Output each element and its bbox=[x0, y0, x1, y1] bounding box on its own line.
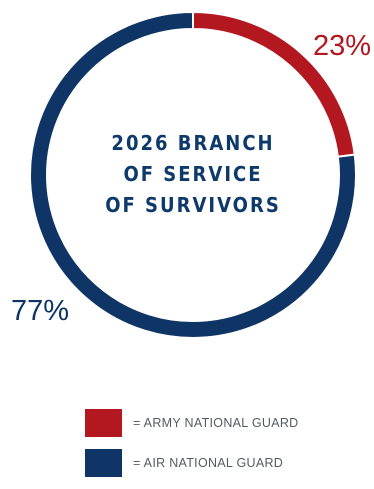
legend-swatch-air bbox=[85, 449, 122, 477]
army-percent-label: 23% bbox=[313, 30, 371, 62]
legend-swatch-army bbox=[85, 409, 122, 437]
title-line-2: OF SERVICE bbox=[123, 162, 263, 186]
legend-item-air: = AIR NATIONAL GUARD bbox=[85, 449, 298, 477]
chart-center-title: 2026 BRANCH OF SERVICE OF SURVIVORS bbox=[93, 128, 293, 221]
legend-label-air: = AIR NATIONAL GUARD bbox=[133, 456, 284, 470]
donut-chart: 23% 77% bbox=[11, 10, 371, 339]
donut-slice-air bbox=[29, 10, 357, 339]
title-line-1: 2026 BRANCH bbox=[111, 131, 275, 155]
legend-label-army: = ARMY NATIONAL GUARD bbox=[133, 416, 299, 430]
air-percent-label: 77% bbox=[11, 295, 69, 327]
donut-slices bbox=[29, 10, 357, 339]
legend-item-army: = ARMY NATIONAL GUARD bbox=[85, 409, 298, 437]
chart-legend: = ARMY NATIONAL GUARD = AIR NATIONAL GUA… bbox=[85, 409, 298, 489]
title-line-3: OF SURVIVORS bbox=[105, 193, 281, 217]
